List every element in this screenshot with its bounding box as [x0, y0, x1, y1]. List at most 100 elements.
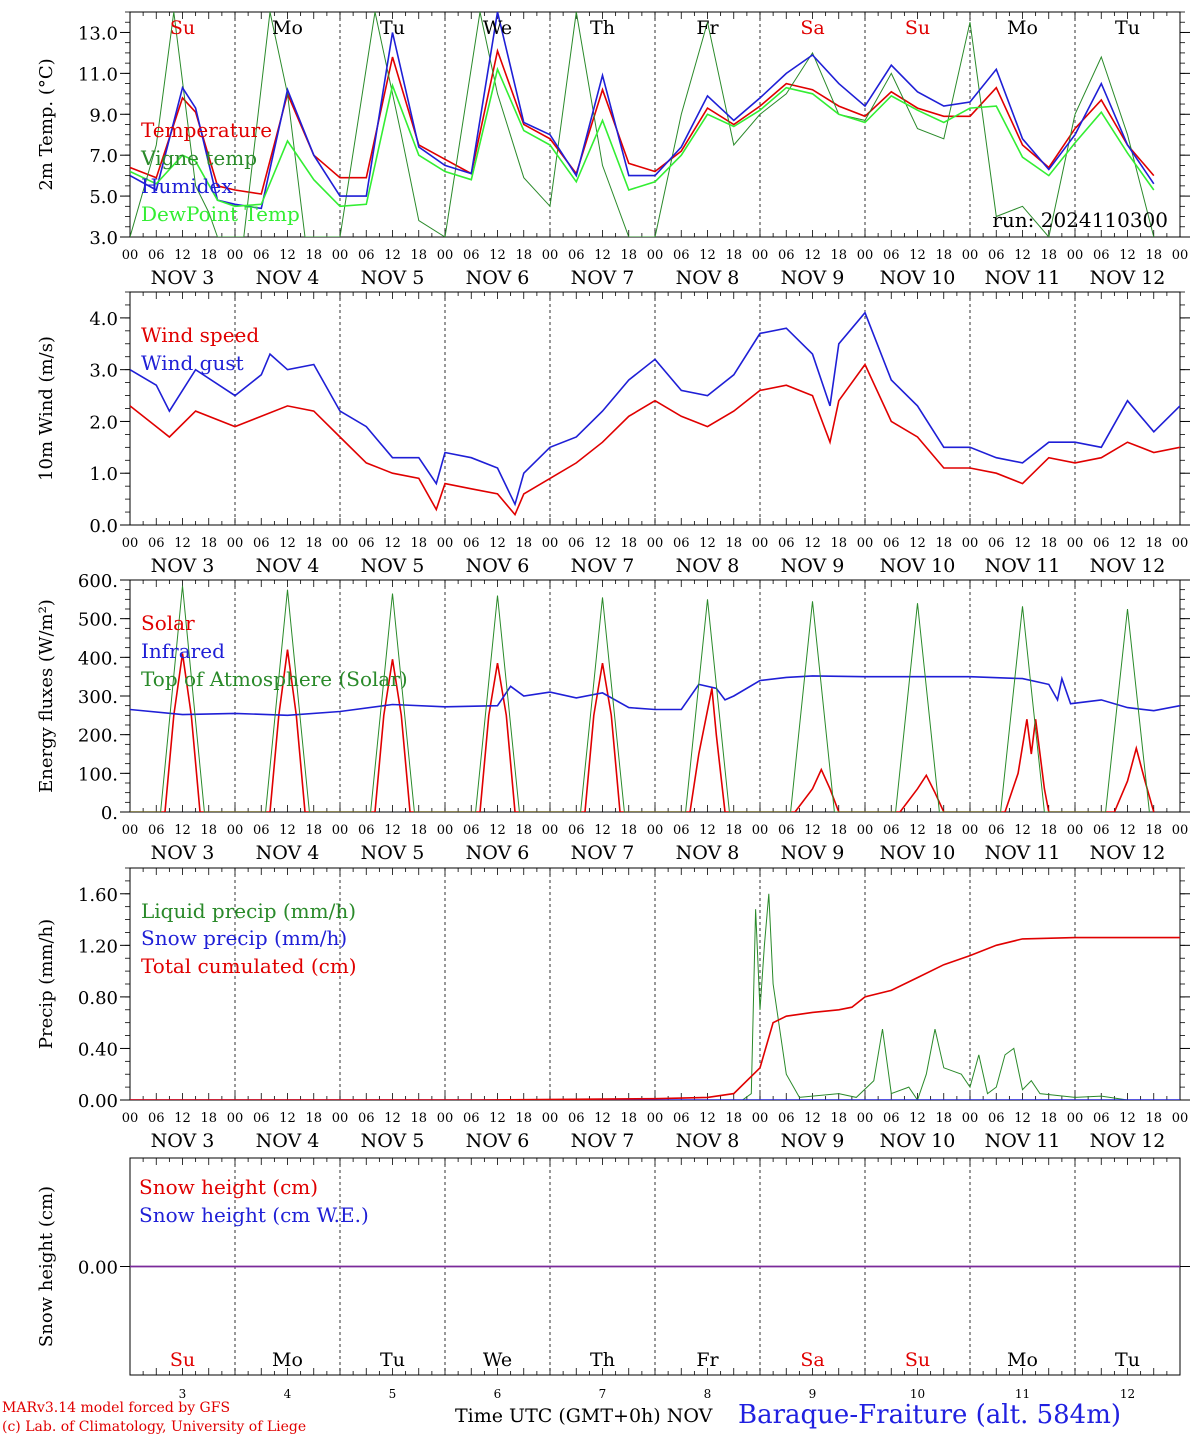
hour-label: 06 — [463, 536, 480, 551]
date-label: NOV 4 — [256, 555, 320, 577]
hour-label: 12 — [804, 536, 821, 551]
y-tick-label: 400. — [78, 648, 118, 669]
hour-label: 06 — [148, 536, 165, 551]
y-tick-label: 1.60 — [78, 885, 118, 906]
y-tick-label: 0.00 — [78, 1091, 118, 1112]
hour-label: 00 — [857, 1111, 874, 1126]
hour-label: 18 — [830, 248, 847, 263]
hour-label: 00 — [857, 536, 874, 551]
hour-label: 12 — [489, 248, 506, 263]
hour-label: 18 — [935, 536, 952, 551]
bottom-day-number: 10 — [910, 1387, 925, 1401]
hour-label: 06 — [253, 536, 270, 551]
day-of-week-label: Tu — [380, 17, 405, 39]
hour-label: 06 — [778, 536, 795, 551]
date-label: NOV 11 — [985, 555, 1061, 577]
series-line-infrared — [130, 675, 1180, 717]
hour-label: 18 — [620, 823, 637, 838]
hour-label: 12 — [279, 248, 296, 263]
panel-2 — [120, 291, 1190, 526]
date-label: NOV 12 — [1090, 267, 1166, 289]
hour-label: 00 — [962, 248, 979, 263]
hour-label: 00 — [437, 248, 454, 263]
hour-label: 00 — [962, 536, 979, 551]
y-tick-label: 11.0 — [78, 64, 118, 85]
hour-label: 12 — [1014, 536, 1031, 551]
y-tick-label: 1.20 — [78, 936, 118, 957]
bottom-day-number: 6 — [494, 1387, 502, 1401]
date-label: NOV 11 — [985, 1130, 1061, 1152]
series-line-total-cumulated-cm- — [130, 936, 1180, 1100]
hour-label: 06 — [148, 823, 165, 838]
date-label: NOV 8 — [676, 842, 740, 864]
date-label: NOV 7 — [571, 1130, 635, 1152]
y-tick-label: 13.0 — [78, 23, 118, 44]
hour-label: 18 — [1145, 248, 1162, 263]
y-tick-label: 300. — [78, 687, 118, 708]
day-of-week-label: Th — [590, 17, 615, 39]
hour-label: 18 — [725, 248, 742, 263]
hour-label: 00 — [227, 536, 244, 551]
hour-label: 18 — [1040, 1111, 1057, 1126]
hour-label: 06 — [778, 1111, 795, 1126]
hour-label: 18 — [935, 248, 952, 263]
hour-label: 18 — [515, 1111, 532, 1126]
hour-label: 06 — [673, 1111, 690, 1126]
hour-label: 06 — [883, 823, 900, 838]
date-label: NOV 6 — [466, 1130, 530, 1152]
hour-label: 00 — [962, 823, 979, 838]
hour-label: 12 — [1119, 823, 1136, 838]
hour-label: 12 — [279, 1111, 296, 1126]
hour-label: 06 — [778, 823, 795, 838]
bottom-day-of-week-label: Tu — [1115, 1349, 1140, 1371]
y-tick-label: 100. — [78, 764, 118, 785]
date-label: NOV 4 — [256, 267, 320, 289]
hour-label: 18 — [1040, 248, 1057, 263]
hour-label: 12 — [1119, 248, 1136, 263]
date-label: NOV 11 — [985, 267, 1061, 289]
hour-label: 06 — [463, 248, 480, 263]
hour-label: 12 — [909, 536, 926, 551]
hour-label: 18 — [1040, 823, 1057, 838]
bottom-day-number: 4 — [284, 1387, 292, 1401]
hour-label: 00 — [647, 1111, 664, 1126]
date-label: NOV 12 — [1090, 842, 1166, 864]
hour-label: 00 — [437, 536, 454, 551]
hour-label: 06 — [988, 536, 1005, 551]
date-label: NOV 12 — [1090, 1130, 1166, 1152]
hour-label: 18 — [725, 1111, 742, 1126]
day-of-week-label: Su — [170, 17, 195, 39]
hour-label: 00 — [122, 248, 139, 263]
hour-label: 06 — [463, 1111, 480, 1126]
hour-label: 06 — [148, 1111, 165, 1126]
date-label: NOV 7 — [571, 842, 635, 864]
time-axis-text: Time UTC (GMT+0h) — [455, 1405, 661, 1427]
date-label: NOV 4 — [256, 1130, 320, 1152]
hour-label: 18 — [620, 1111, 637, 1126]
y-tick-label: 0.00 — [78, 1258, 118, 1279]
hour-label: 00 — [332, 536, 349, 551]
hour-label: 00 — [1172, 823, 1189, 838]
hour-label: 00 — [122, 823, 139, 838]
hour-label: 18 — [410, 823, 427, 838]
date-label: NOV 5 — [361, 267, 425, 289]
date-label: NOV 9 — [781, 555, 845, 577]
hour-label: 00 — [647, 823, 664, 838]
panel-1 — [120, 11, 1190, 238]
hour-label: 12 — [1014, 248, 1031, 263]
hour-label: 06 — [1093, 823, 1110, 838]
y-tick-label: 600. — [78, 571, 118, 592]
credit-model: MARv3.14 model forced by GFS — [2, 1400, 231, 1416]
hour-label: 00 — [1067, 1111, 1084, 1126]
legend-entry: Liquid precip (mm/h) — [141, 899, 356, 923]
y-tick-label: 2.0 — [89, 412, 118, 433]
date-label: NOV 10 — [880, 1130, 956, 1152]
date-label: NOV 3 — [151, 1130, 215, 1152]
legend-entry: Top of Atmosphere (Solar) — [141, 667, 408, 691]
date-label: NOV 3 — [151, 267, 215, 289]
hour-label: 12 — [594, 248, 611, 263]
hour-label: 12 — [489, 1111, 506, 1126]
series-line-wind-speed — [130, 362, 1180, 517]
hour-label: 12 — [1014, 1111, 1031, 1126]
hour-label: 12 — [1014, 823, 1031, 838]
